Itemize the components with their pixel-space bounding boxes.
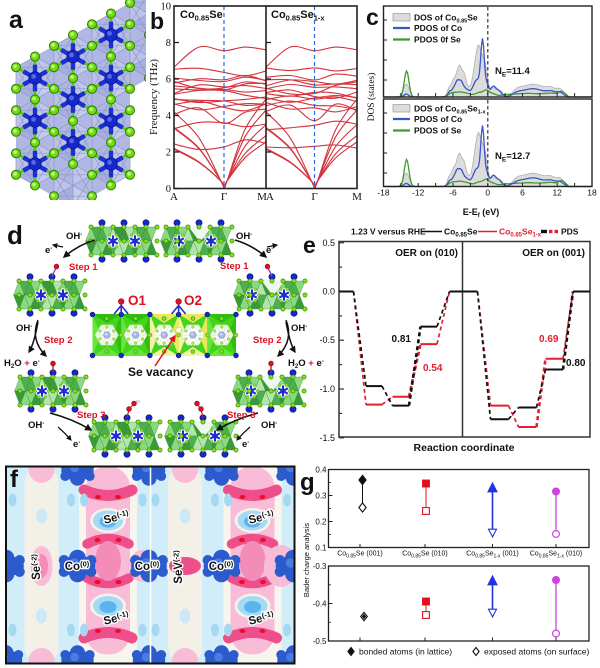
svg-text:18: 18 [587,188,597,198]
svg-text:-12: -12 [412,188,425,198]
svg-text:OER on (001): OER on (001) [522,248,585,259]
svg-text:OH-: OH- [236,231,252,242]
svg-text:0.3: 0.3 [315,491,327,500]
svg-text:0: 0 [485,188,490,198]
svg-text:Co0.85Se1-x (010): Co0.85Se1-x (010) [530,551,583,560]
svg-text:exposed atoms (on surface): exposed atoms (on surface) [484,647,590,657]
svg-text:Step 1: Step 1 [69,262,98,273]
svg-text:PDOS of Se: PDOS of Se [414,126,462,136]
svg-text:0.2: 0.2 [315,517,327,526]
svg-text:NE=12.7: NE=12.7 [495,151,530,164]
svg-text:Co0.85Se: Co0.85Se [444,227,478,239]
svg-text:OER on (010): OER on (010) [395,248,458,259]
svg-text:H2O + e-: H2O + e- [288,358,324,370]
svg-text:6: 6 [166,75,171,86]
svg-text:DOS (states): DOS (states) [366,73,377,122]
svg-text:-6: -6 [449,188,457,198]
svg-text:-0.5: -0.5 [319,335,335,345]
svg-text:H2O + e-: H2O + e- [4,358,40,370]
svg-text:OH-: OH- [261,420,277,431]
svg-text:Se vacancy: Se vacancy [128,365,194,379]
svg-text:12: 12 [552,188,562,198]
svg-text:b: b [150,8,164,34]
svg-text:PDOS 0f Se: PDOS 0f Se [414,35,461,45]
svg-text:-18: -18 [377,188,390,198]
svg-text:c: c [366,4,379,30]
svg-text:Step 3: Step 3 [227,410,256,421]
svg-text:-0.5: -0.5 [313,637,327,646]
svg-text:0.4: 0.4 [315,465,327,474]
svg-text:bonded atoms (in lattice): bonded atoms (in lattice) [359,647,452,657]
svg-text:-0.3: -0.3 [313,562,327,571]
svg-text:NE=11.4: NE=11.4 [495,66,530,79]
svg-text:OH-: OH- [66,231,82,242]
svg-text:PDS: PDS [561,227,579,237]
svg-text:8: 8 [166,38,171,49]
svg-text:0.1: 0.1 [315,543,327,552]
svg-text:E-Ef (eV): E-Ef (eV) [463,207,500,219]
svg-text:Co0.85Se (010): Co0.85Se (010) [402,551,448,560]
svg-text:e: e [303,232,316,258]
svg-text:e-: e- [45,245,52,256]
svg-text:Γ: Γ [221,191,227,203]
svg-text:Step 2: Step 2 [253,335,282,346]
svg-text:Bader charge analysis: Bader charge analysis [302,523,311,597]
svg-text:Reaction coordinate: Reaction coordinate [414,442,515,454]
svg-text:0.81: 0.81 [392,334,412,345]
svg-text:Step 1: Step 1 [220,261,249,272]
svg-text:OH-: OH- [28,420,44,431]
svg-text:A: A [266,191,274,203]
svg-text:Step 3: Step 3 [77,410,106,421]
svg-text:f: f [10,466,19,493]
svg-text:Co0.85Se1-x: Co0.85Se1-x [499,227,542,239]
svg-text:e-: e- [266,245,273,256]
svg-text:Γ: Γ [311,191,317,203]
svg-text:g: g [300,469,315,496]
svg-text:Co0.85Se: Co0.85Se [180,9,223,23]
svg-text:0.0: 0.0 [322,287,335,297]
svg-text:Co0.85Se (001): Co0.85Se (001) [337,551,383,560]
svg-text:0.5: 0.5 [322,238,335,248]
svg-text:Frequency (THz): Frequency (THz) [148,59,160,135]
svg-text:6: 6 [520,188,525,198]
svg-text:1.23 V versus RHE: 1.23 V versus RHE [351,227,426,237]
svg-text:e-: e- [242,439,249,450]
svg-text:0.80: 0.80 [566,358,586,369]
svg-text:0.54: 0.54 [423,363,443,374]
svg-text:M: M [352,191,362,203]
svg-text:A: A [170,191,178,203]
svg-text:OH-: OH- [16,323,32,334]
svg-text:M: M [257,191,267,203]
svg-text:-1.5: -1.5 [319,433,335,443]
svg-text:-0.4: -0.4 [313,599,327,608]
svg-text:Co0.85Se1-x (001): Co0.85Se1-x (001) [466,551,519,560]
svg-text:PDOS of Co: PDOS of Co [414,23,462,33]
svg-text:d: d [7,220,23,250]
svg-text:O2: O2 [184,293,202,308]
svg-text:e-: e- [73,439,80,450]
svg-text:2: 2 [166,148,171,159]
svg-text:Co0.85Se1-x: Co0.85Se1-x [271,9,325,23]
svg-text:PDOS of Co: PDOS of Co [414,114,462,124]
svg-text:0: 0 [166,184,171,195]
svg-text:4: 4 [166,111,172,122]
svg-text:a: a [9,6,24,34]
svg-text:OH-: OH- [291,323,307,334]
svg-text:DOS of Co0.85Se1-x: DOS of Co0.85Se1-x [414,104,487,116]
svg-text:Step 2: Step 2 [44,335,73,346]
svg-text:10: 10 [161,2,172,13]
svg-text:0.69: 0.69 [539,334,559,345]
svg-text:-1.0: -1.0 [319,384,335,394]
svg-text:O1: O1 [128,293,147,308]
